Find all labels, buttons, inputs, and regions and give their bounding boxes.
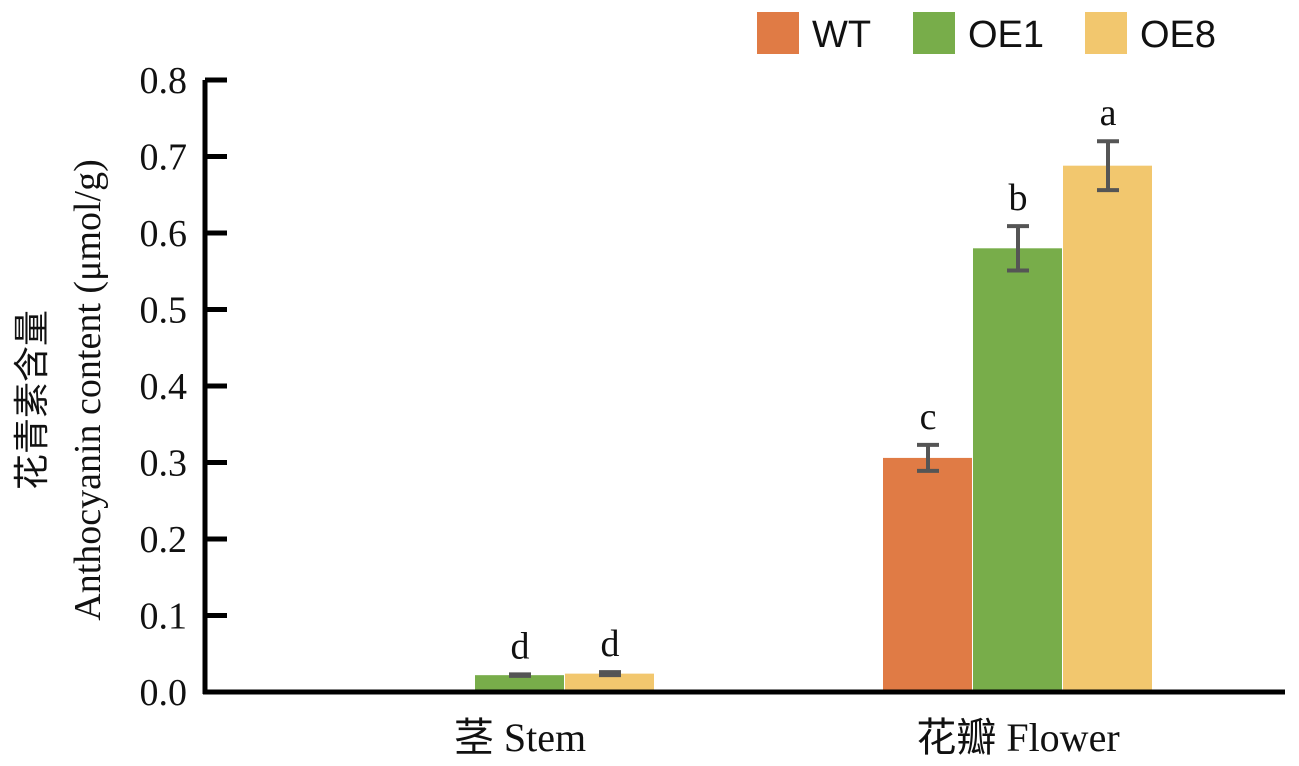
y-axis-label: Anthocyanin content (μmol/g) [67, 159, 109, 621]
y-tick-label-6: 0.6 [140, 213, 188, 255]
legend-swatch-oe1 [913, 12, 955, 54]
x-axis: 茎 Stem 花瓣 Flower [203, 689, 1285, 760]
sig-label-oe1-1: b [1009, 177, 1028, 219]
y-tick-label-4: 0.4 [140, 366, 188, 408]
y-tick-label-8: 0.8 [140, 60, 188, 102]
legend-label-wt: WT [812, 14, 871, 56]
y-tick-label-5: 0.5 [140, 290, 188, 332]
y-tick-label-2: 0.2 [140, 519, 188, 561]
sig-label-oe8-1: a [1100, 92, 1117, 134]
bar-oe1-1 [973, 248, 1062, 693]
bars: d d c b a [475, 92, 1152, 693]
sig-label-oe1-0: d [511, 625, 530, 667]
legend-label-oe1: OE1 [968, 14, 1044, 56]
sig-label-wt-1: c [920, 396, 937, 438]
bar-oe8-1 [1063, 165, 1152, 692]
legend-swatch-wt [757, 12, 799, 54]
y-axis: 0.0 0.1 0.2 0.3 0.4 0.5 0.6 0.7 0.8 [140, 60, 227, 714]
legend: WT OE1 OE8 [757, 12, 1216, 56]
y-axis-label-cn: 花青素含量 [12, 310, 53, 490]
y-tick-label-1: 0.1 [140, 596, 188, 638]
y-tick-label-3: 0.3 [140, 443, 188, 485]
y-tick-label-0: 0.0 [140, 672, 188, 714]
legend-swatch-oe8 [1085, 12, 1127, 54]
bar-oe8-0 [565, 673, 654, 692]
y-tick-label-7: 0.7 [140, 137, 188, 179]
y-axis-title: 花青素含量 Anthocyanin content (μmol/g) [12, 159, 109, 621]
sig-label-oe8-0: d [601, 623, 620, 665]
x-category-label-0: 茎 Stem [454, 715, 586, 760]
x-category-label-1: 花瓣 Flower [916, 715, 1119, 760]
bar-wt-1 [883, 457, 972, 692]
bar-oe1-0 [475, 675, 564, 692]
legend-label-oe8: OE8 [1140, 14, 1216, 56]
